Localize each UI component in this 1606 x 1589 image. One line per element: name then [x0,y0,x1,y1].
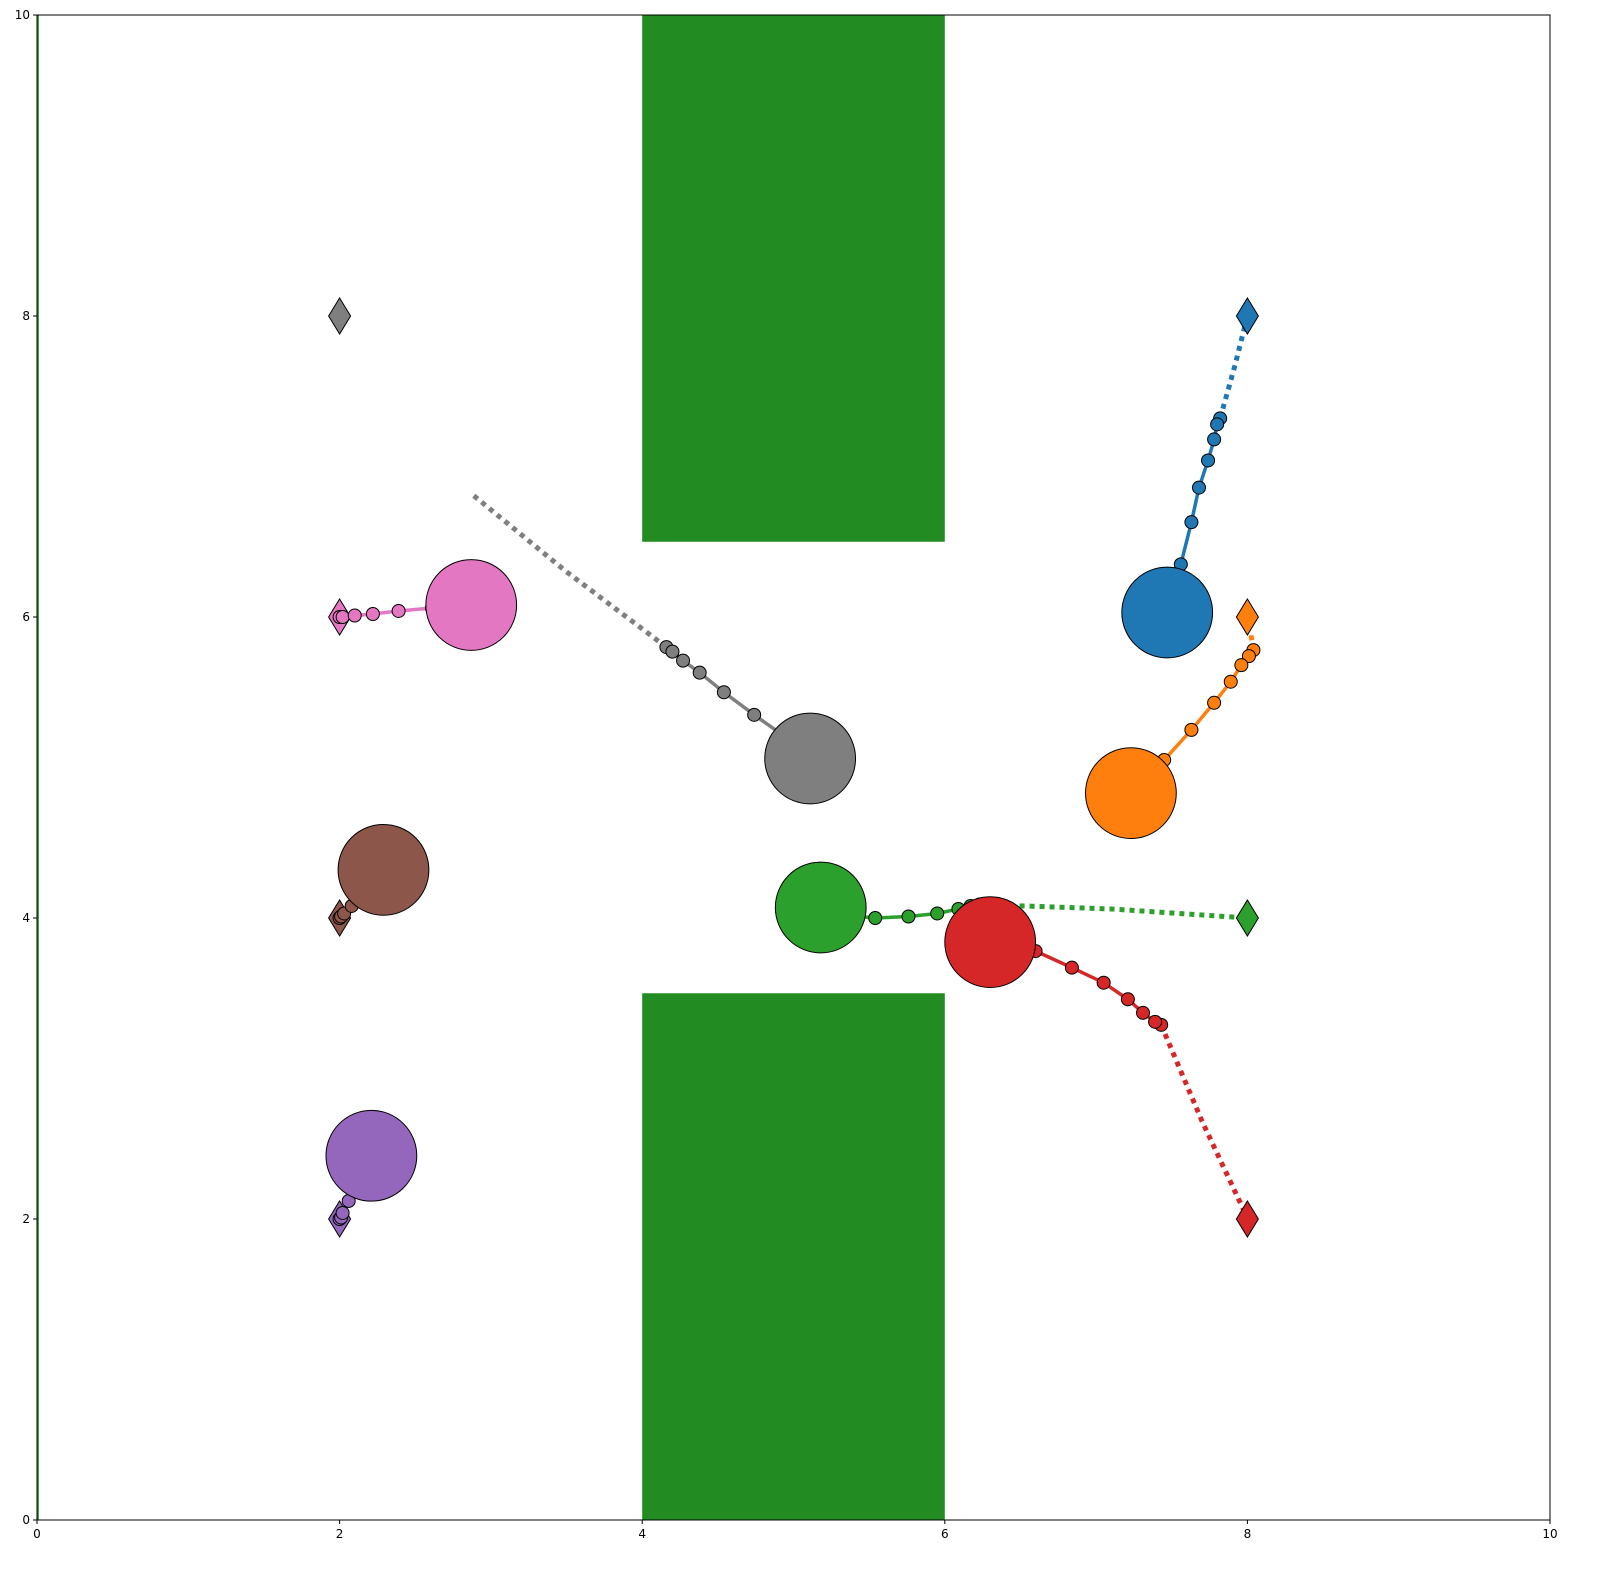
axes-frame [36,14,1551,1521]
obstacle-layer [37,15,945,1520]
agent-6-body [425,559,518,651]
agent-4-history-point-2 [335,1205,350,1220]
y-tick-label-3: 6 [22,610,30,624]
agent-2-history-point-3 [930,906,945,921]
agent-0-history-point-4 [1191,480,1206,495]
agent-7-history-point-2 [676,653,691,668]
axis-tick-layer: 0 2 4 6 8 10 0 2 4 6 8 10 [15,8,1558,1541]
agent-7-planned-path [469,491,668,650]
agent-5-body [337,823,430,916]
x-tick-label-2: 4 [638,1527,646,1541]
agent-7-history-point-3 [692,665,707,680]
obstacle-1 [642,993,945,1520]
agent-6-history-point-3 [365,606,380,621]
agent-3-history-point-5 [1064,960,1079,975]
obstacle-0 [642,15,945,542]
agent-2-body [774,861,867,954]
agent-0-goal-marker [1235,297,1259,335]
agent-6-history-point-1 [335,610,350,624]
agent-7-goal-marker [328,297,352,335]
x-tick-label-1: 2 [336,1527,344,1541]
y-tick-label-0: 0 [22,1513,30,1527]
agent-3-history-point-4 [1096,975,1111,990]
x-tick-label-0: 0 [33,1527,41,1541]
agent-2-planned-path [979,901,1248,921]
agent-1-history-point-2 [1234,658,1249,673]
y-tick-label-2: 4 [22,911,30,925]
agent-0-history-point-2 [1207,432,1222,447]
y-tick-label-5: 10 [15,8,30,22]
agent-3-history-point-3 [1120,992,1135,1007]
agent-1-history-point-3 [1223,674,1238,689]
agent-6-history-point-2 [347,608,362,623]
agent-1-body [1085,747,1177,839]
agent-3-history-point-1 [1148,1014,1163,1029]
obstacle-2 [37,15,39,1520]
agent-7-history-point-1 [665,644,680,659]
agent-0-body [1121,566,1214,659]
agent-0-history-point-1 [1210,417,1225,432]
agent-1-goal-marker [1235,598,1259,636]
agent-7-history-point-4 [716,685,731,700]
agent-body-layer [325,559,1214,1202]
agent-2-history-point-5 [868,911,883,925]
x-tick-label-3: 6 [941,1527,949,1541]
agent-6-history-point-4 [391,603,406,618]
agent-3-body [944,896,1037,988]
agent-4-body [325,1109,418,1202]
agent-0-history-point-5 [1184,515,1199,530]
y-tick-label-1: 2 [22,1212,30,1226]
agent-3-planned-path [1158,1023,1247,1213]
agent-1-history-point-4 [1207,695,1222,710]
agent-3-history-point-2 [1136,1005,1151,1020]
x-tick-label-5: 10 [1542,1527,1557,1541]
agent-3-goal-marker [1235,1200,1259,1238]
agent-2-goal-marker [1235,899,1259,937]
agent-1-history-point-1 [1241,649,1256,664]
agent-0-history-point-3 [1201,453,1216,468]
agent-1-history-point-5 [1184,722,1199,737]
y-tick-label-4: 8 [22,309,30,323]
agent-2-history-point-4 [901,909,916,924]
agent-7-history-point-5 [747,707,762,722]
agent-7-body [764,712,857,805]
x-tick-label-4: 8 [1244,1527,1252,1541]
